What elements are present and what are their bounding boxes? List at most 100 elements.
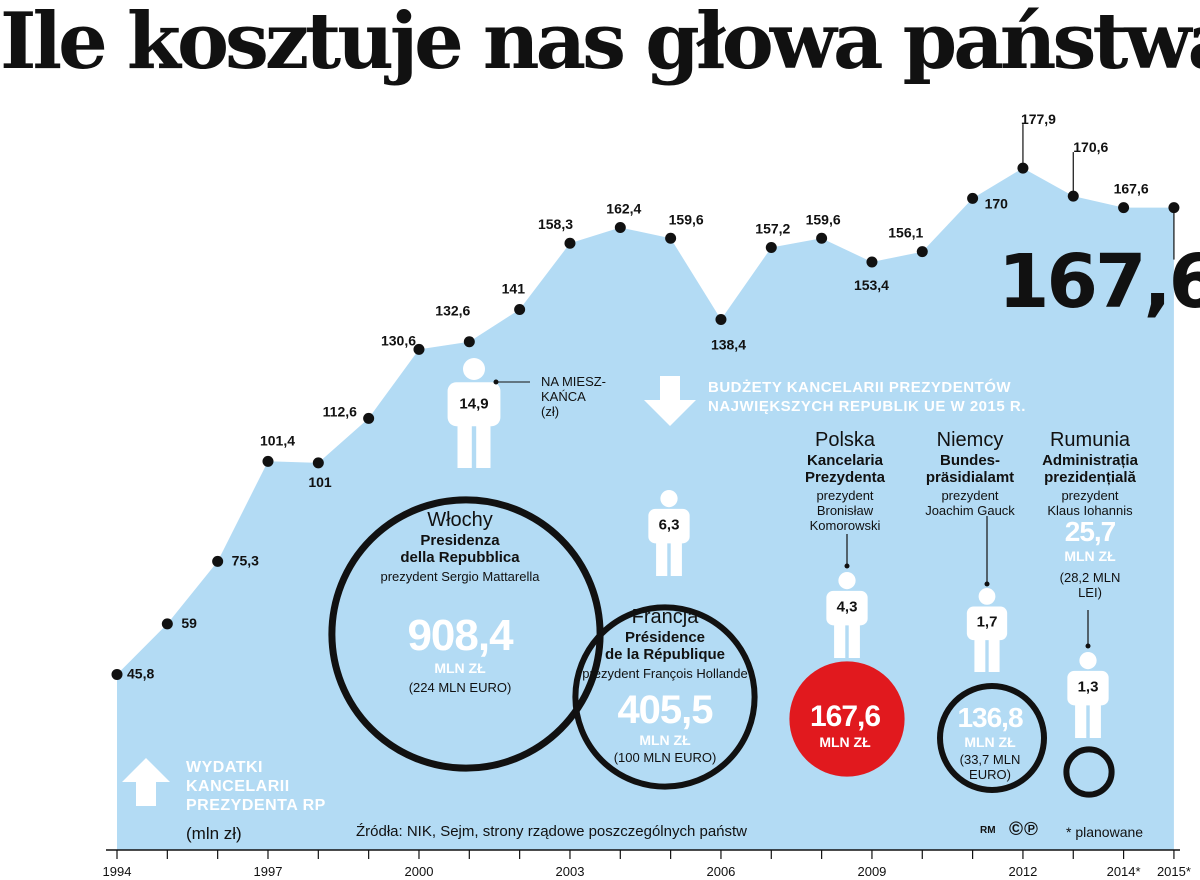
budget-value-france: 405,5 MLN ZŁ (100 MLN EURO)	[575, 688, 755, 765]
data-point	[866, 256, 878, 268]
office-name: de la République	[604, 646, 725, 663]
comparison-heading-line1: BUDŻETY KANCELARII PREZYDENTÓW	[708, 379, 1012, 396]
data-label: 162,4	[606, 201, 641, 217]
data-label: 101,4	[260, 432, 295, 448]
planned-note: * planowane	[1066, 824, 1144, 840]
data-point	[665, 232, 677, 244]
x-tick-label: 1997	[254, 864, 283, 879]
data-point	[363, 412, 375, 424]
office-name: Présidence	[624, 629, 706, 646]
president-line: prezydent	[816, 488, 874, 503]
office-name: Kancelaria	[807, 452, 883, 469]
comparison-heading-line2: NAJWIĘKSZYCH REPUBLIK UE W 2015 R.	[708, 398, 1026, 415]
data-label: 141	[502, 281, 526, 297]
page-title: Ile kosztuje nas głowa państwa	[0, 0, 1200, 87]
leader-dot	[844, 563, 850, 569]
copyright-icon: ©℗	[1009, 819, 1039, 840]
country-name: Włochy	[427, 509, 493, 531]
x-tick-label: 1994	[103, 864, 132, 879]
data-label: 156,1	[888, 225, 923, 241]
headline-value: 167,6	[998, 239, 1200, 325]
data-point	[413, 343, 425, 355]
budget-local: (33,7 MLN EURO)	[959, 752, 1021, 782]
budget-local: (100 MLN EURO)	[613, 750, 717, 765]
office-name: della Repubblica	[400, 549, 520, 566]
comparison-heading: BUDŻETY KANCELARII PREZYDENTÓW NAJWIĘKSZ…	[708, 378, 1026, 416]
x-tick-label: 2012	[1008, 864, 1037, 879]
country-caption-france: Francja Présidence de la République prez…	[555, 605, 775, 681]
country-name: Niemcy	[936, 429, 1004, 451]
per-capita-note: NA MIESZ- KAŃCA (zł)	[541, 374, 606, 419]
series-label: WYDATKI KANCELARII PREZYDENTA RP	[186, 758, 336, 815]
data-point	[1017, 162, 1029, 174]
data-point	[212, 555, 224, 567]
per-capita-note-line: (zł)	[541, 404, 560, 419]
country-caption-italy: Włochy Presidenza della Repubblica prezy…	[330, 508, 590, 584]
country-caption-romania: Rumunia Administrația prezidențială prez…	[1020, 428, 1160, 518]
data-label: 153,4	[854, 277, 889, 293]
data-point	[1067, 190, 1079, 202]
arrow-up-icon	[122, 758, 170, 806]
x-tick-label: 2014*	[1107, 864, 1141, 879]
author-initials: RM	[980, 825, 996, 836]
office-name: Prezydenta	[804, 469, 886, 486]
data-point	[715, 314, 727, 326]
president-line: prezydent	[1061, 488, 1119, 503]
budget-number: 25,7	[1064, 516, 1117, 547]
budget-number: 136,8	[957, 702, 1023, 733]
country-name: Francja	[631, 606, 699, 628]
office-name: prezidențială	[1044, 469, 1136, 486]
person-icon	[1067, 652, 1109, 738]
president-name: prezydent Sergio Mattarella	[380, 569, 540, 584]
data-label: 130,6	[381, 332, 416, 348]
data-label: 177,9	[1021, 111, 1056, 127]
per-capita-value: 4,3	[837, 599, 858, 616]
data-point	[1118, 202, 1130, 214]
country-caption-germany: Niemcy Bundes- präsidialamt prezydent Jo…	[895, 428, 1045, 518]
budget-unit: MLN ZŁ	[819, 734, 871, 750]
data-point	[514, 304, 526, 316]
data-label: 138,4	[711, 337, 746, 353]
country-name: Rumunia	[1049, 429, 1131, 451]
arrow-down-icon	[644, 376, 696, 426]
budget-circle	[789, 661, 905, 777]
per-capita-value: 1,3	[1078, 679, 1099, 696]
budget-number: 405,5	[617, 688, 713, 732]
data-point	[765, 241, 777, 253]
office-name: Bundes-	[940, 452, 1000, 469]
data-point	[312, 457, 324, 469]
source-note: Źródła: NIK, Sejm, strony rządowe poszcz…	[356, 823, 748, 840]
x-tick-label: 2009	[857, 864, 886, 879]
data-point	[967, 192, 979, 204]
per-capita-value: 14,9	[459, 396, 488, 413]
x-tick-label: 2006	[706, 864, 735, 879]
president-line: Klaus Iohannis	[1047, 503, 1133, 518]
x-tick-label: 2015*	[1157, 864, 1191, 879]
country-caption-poland: Polska Kancelaria Prezydenta prezydent B…	[770, 428, 920, 533]
budget-value-romania: 25,7 MLN ZŁ (28,2 MLN LEI)	[1030, 516, 1150, 600]
president-line: Joachim Gauck	[925, 503, 1015, 518]
per-capita-note-line: NA MIESZ-	[541, 374, 607, 389]
data-point	[111, 668, 123, 680]
person-icon	[447, 358, 501, 468]
budget-circle	[572, 604, 758, 790]
budget-circle	[937, 683, 1047, 793]
data-point	[816, 232, 828, 244]
data-label: 170	[985, 195, 1009, 211]
budget-number: 167,6	[809, 700, 881, 733]
budget-number: 908,4	[407, 611, 513, 660]
president-line: Bronisław	[816, 503, 874, 518]
president-name: prezydent Joachim Gauck	[895, 488, 1045, 518]
office-name: präsidialamt	[925, 469, 1015, 486]
president-line: Komorowski	[809, 518, 881, 533]
data-label: 159,6	[806, 211, 841, 227]
data-label: 157,2	[755, 220, 790, 236]
data-point	[916, 246, 928, 258]
budget-local: (224 MLN EURO)	[408, 680, 512, 695]
per-capita-value: 1,7	[977, 614, 998, 631]
budget-unit: MLN ZŁ	[639, 732, 691, 748]
person-icon	[966, 588, 1008, 672]
leader-dot	[1085, 643, 1091, 649]
data-point	[564, 237, 576, 249]
